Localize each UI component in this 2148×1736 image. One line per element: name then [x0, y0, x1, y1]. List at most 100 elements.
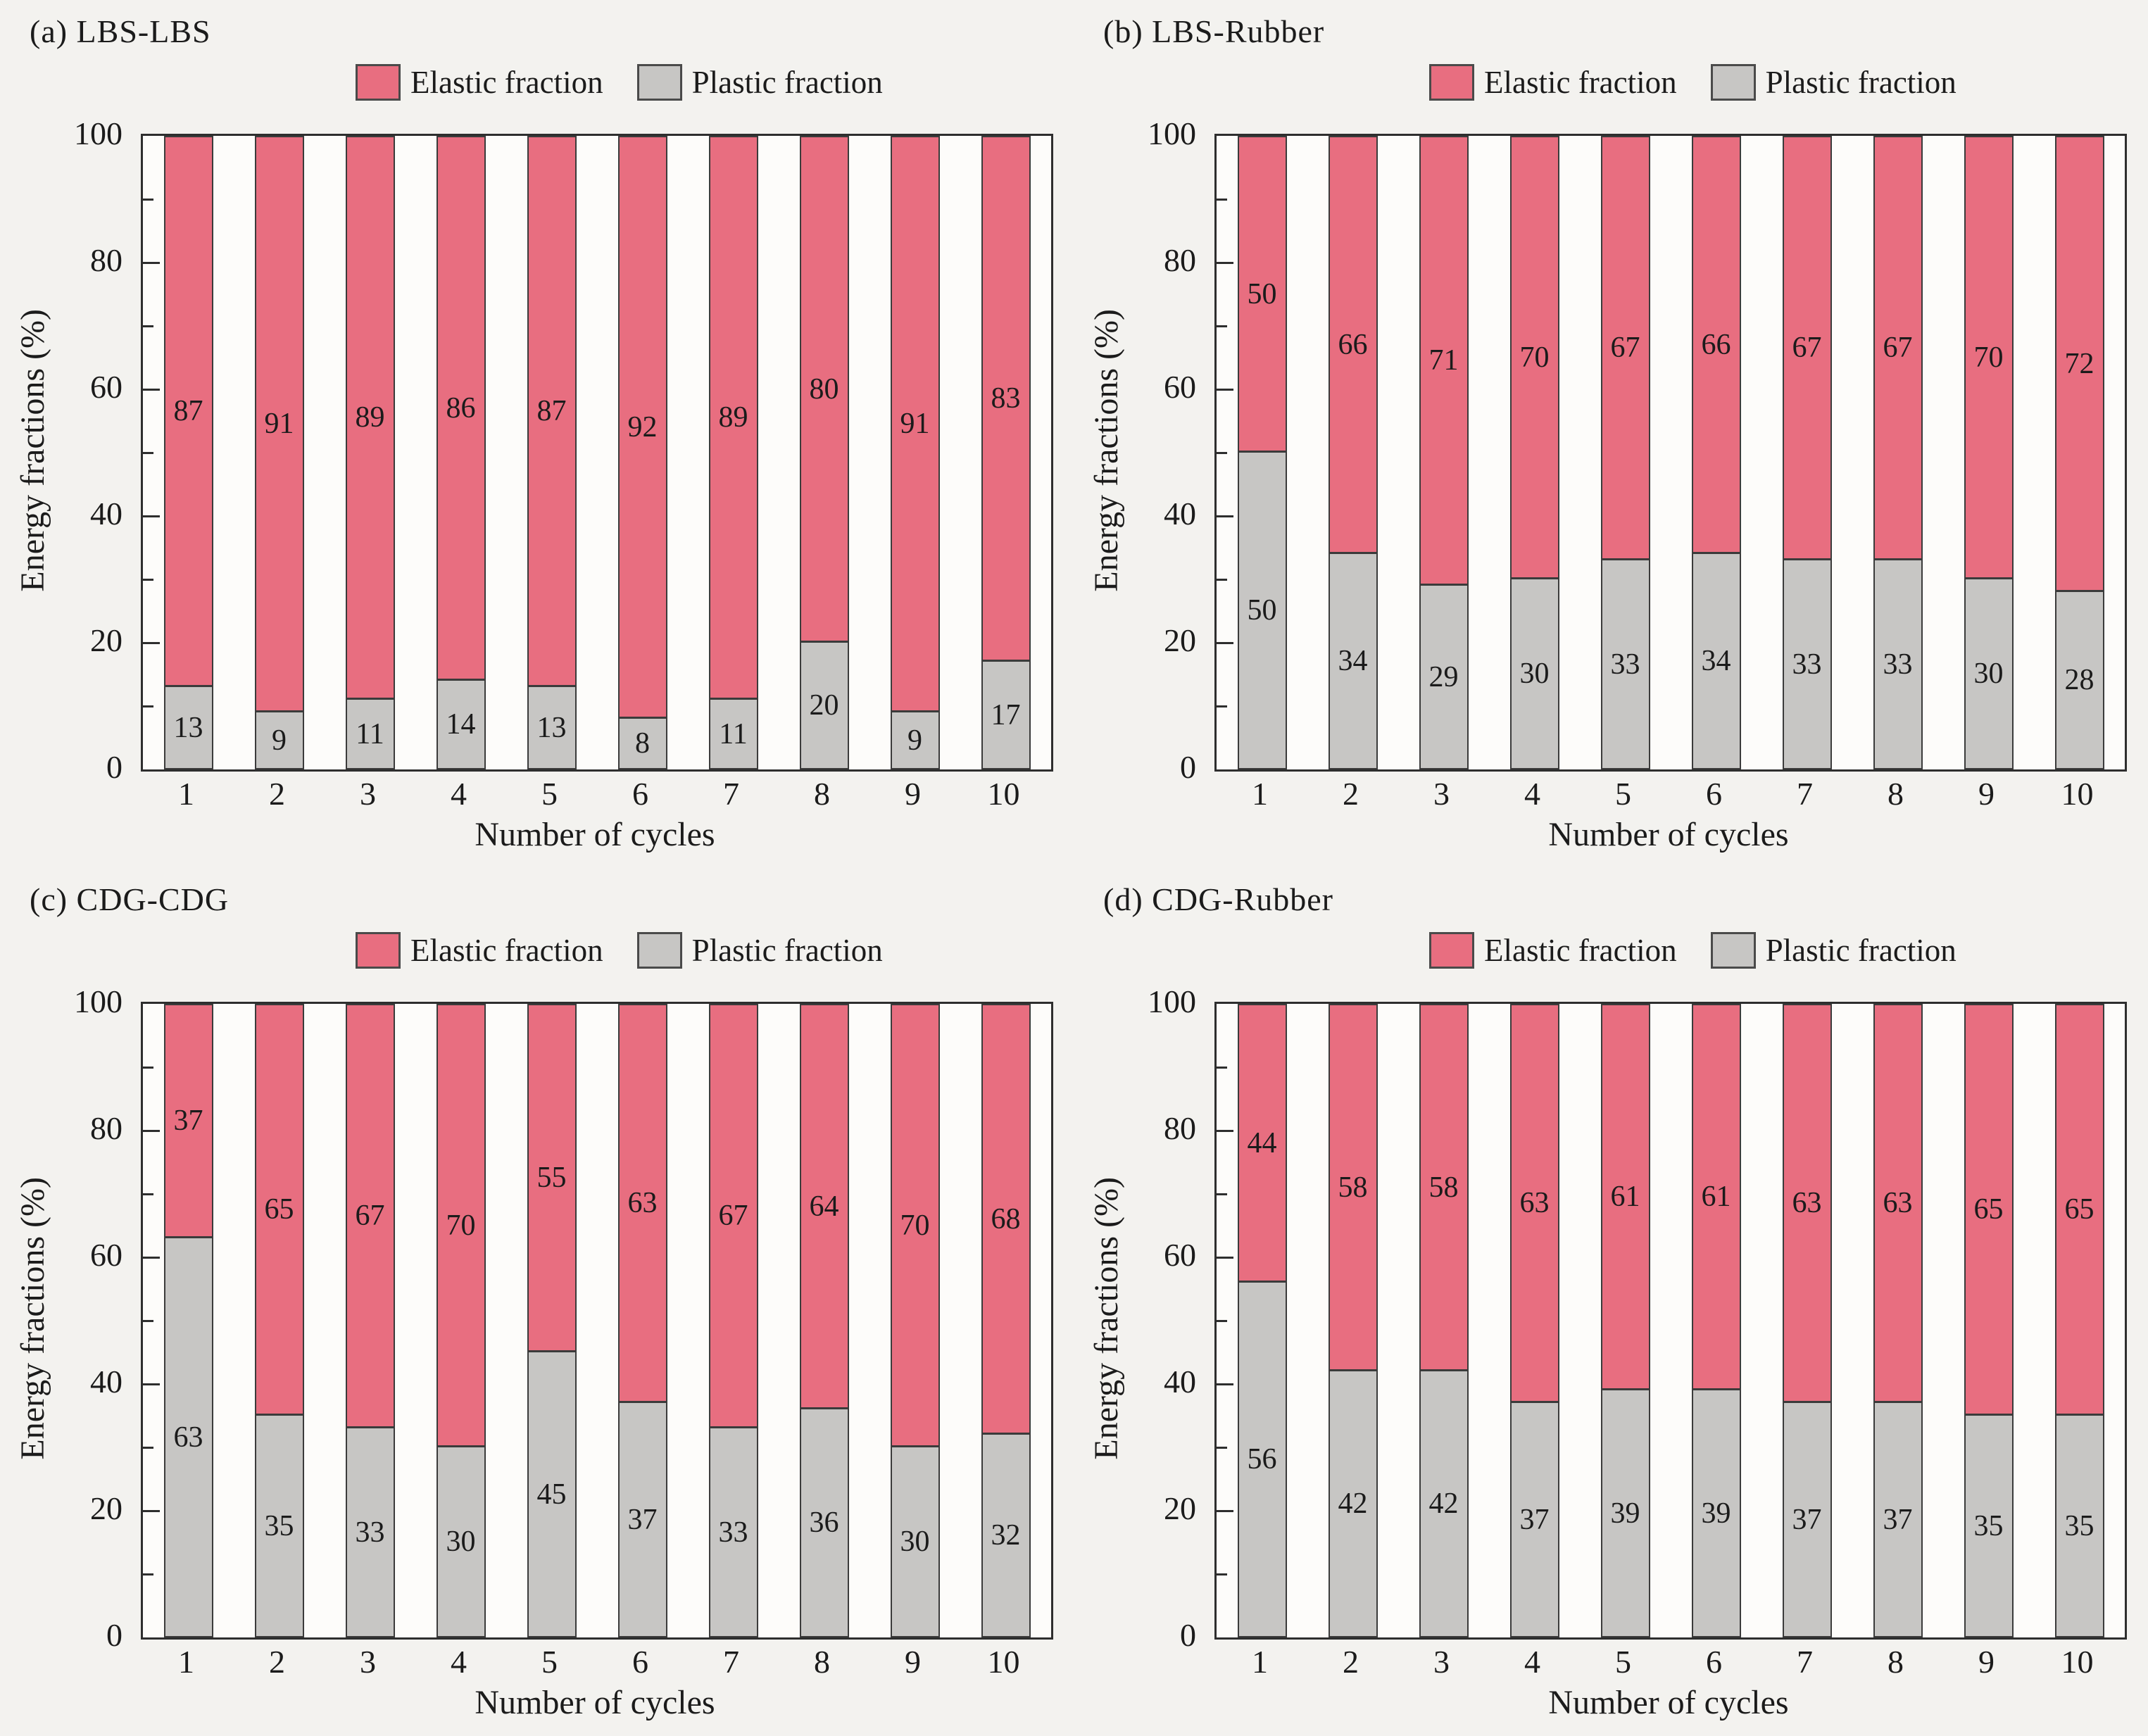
legend-label-plastic: Plastic fraction	[1765, 933, 1957, 968]
legend-swatch-elastic	[356, 64, 401, 101]
elastic-value-label: 44	[1247, 1126, 1277, 1159]
elastic-segment: 65	[2054, 1004, 2104, 1416]
elastic-value-label: 58	[1338, 1171, 1368, 1204]
y-tick-label-40: 40	[90, 1364, 123, 1400]
y-tick-label-100: 100	[74, 115, 123, 151]
x-tick-label-7: 7	[723, 776, 739, 812]
legend-label-elastic: Elastic fraction	[410, 65, 603, 100]
bar-cycle-2: 91 9	[254, 136, 304, 769]
elastic-segment: 70	[1964, 136, 2014, 579]
y-tick-mark-60	[143, 388, 160, 391]
plastic-value-label: 63	[173, 1421, 203, 1454]
legend: Elastic fraction Plastic fraction	[356, 930, 883, 971]
plastic-segment: 42	[1419, 1371, 1469, 1637]
plastic-value-label: 13	[173, 711, 203, 744]
plastic-segment: 14	[436, 681, 486, 769]
elastic-segment: 67	[345, 1004, 395, 1428]
legend-label-plastic: Plastic fraction	[1765, 65, 1957, 100]
elastic-value-label: 66	[1701, 328, 1731, 361]
y-tick-mark-20	[1217, 641, 1233, 644]
plastic-value-label: 35	[2064, 1509, 2094, 1542]
plastic-value-label: 37	[627, 1503, 658, 1536]
y-tick-mark-70	[143, 1193, 153, 1195]
plastic-value-label: 34	[1701, 645, 1731, 677]
plastic-value-label: 37	[1883, 1503, 1913, 1536]
elastic-segment: 58	[1419, 1004, 1469, 1371]
elastic-segment: 37	[163, 1004, 213, 1238]
plastic-value-label: 32	[991, 1519, 1021, 1552]
legend-label-elastic: Elastic fraction	[1484, 933, 1677, 968]
bar-cycle-8: 67 33	[1873, 136, 1923, 769]
elastic-value-label: 91	[264, 408, 294, 440]
elastic-value-label: 61	[1610, 1181, 1640, 1213]
bar-cycle-9: 91 9	[890, 136, 940, 769]
elastic-segment: 83	[981, 136, 1031, 662]
elastic-value-label: 67	[1792, 332, 1822, 364]
x-tick-label-10: 10	[987, 1644, 1020, 1680]
plastic-value-label: 50	[1247, 594, 1277, 627]
x-tick-label-5: 5	[1615, 776, 1631, 812]
elastic-value-label: 67	[1610, 332, 1640, 364]
plastic-segment: 13	[163, 687, 213, 769]
y-tick-mark-90	[143, 198, 153, 201]
y-tick-label-20: 20	[90, 1490, 123, 1526]
plastic-value-label: 30	[900, 1526, 930, 1558]
y-tick-labels: 0 20 40 60 80 100	[1074, 115, 1203, 785]
elastic-value-label: 65	[2064, 1193, 2094, 1226]
x-axis-label: Number of cycles	[1548, 816, 1789, 853]
plastic-value-label: 11	[719, 717, 748, 750]
x-tick-label-10: 10	[987, 776, 1020, 812]
elastic-value-label: 70	[1519, 341, 1550, 374]
x-tick-label-2: 2	[1343, 1644, 1359, 1680]
elastic-segment: 65	[1964, 1004, 2014, 1416]
plastic-segment: 33	[708, 1428, 758, 1637]
elastic-value-label: 66	[1338, 328, 1368, 361]
plastic-segment: 34	[1691, 554, 1741, 769]
elastic-segment: 67	[708, 1004, 758, 1428]
y-tick-mark-20	[1217, 1509, 1233, 1512]
x-tick-label-1: 1	[178, 776, 194, 812]
elastic-value-label: 91	[900, 408, 930, 440]
plastic-segment: 34	[1328, 554, 1378, 769]
y-tick-label-60: 60	[1164, 1237, 1196, 1273]
elastic-segment: 89	[345, 136, 395, 700]
plastic-value-label: 33	[1792, 648, 1822, 681]
plastic-segment: 11	[708, 700, 758, 769]
y-tick-mark-30	[1217, 1446, 1227, 1449]
legend-swatch-elastic	[1429, 64, 1474, 101]
plastic-value-label: 39	[1610, 1497, 1640, 1530]
x-tick-label-9: 9	[905, 776, 921, 812]
elastic-segment: 70	[436, 1004, 486, 1447]
plastic-value-label: 30	[1519, 658, 1550, 690]
elastic-segment: 63	[1509, 1004, 1559, 1403]
y-tick-label-20: 20	[1164, 1490, 1196, 1526]
elastic-segment: 58	[1328, 1004, 1378, 1371]
y-tick-label-40: 40	[90, 496, 123, 532]
legend-swatch-plastic	[1710, 64, 1756, 101]
plastic-segment: 37	[1509, 1403, 1559, 1637]
plastic-segment: 35	[2054, 1416, 2104, 1637]
elastic-value-label: 63	[1883, 1187, 1913, 1219]
y-tick-mark-70	[143, 325, 153, 327]
bar-cycle-6: 92 8	[617, 136, 667, 769]
plastic-value-label: 11	[356, 717, 384, 750]
x-tick-label-8: 8	[1888, 1644, 1904, 1680]
y-tick-mark-70	[1217, 1193, 1227, 1195]
elastic-value-label: 37	[173, 1105, 203, 1137]
elastic-segment: 89	[708, 136, 758, 700]
elastic-value-label: 92	[627, 410, 658, 444]
plastic-value-label: 56	[1247, 1443, 1277, 1476]
x-tick-label-3: 3	[1433, 1644, 1450, 1680]
plastic-segment: 39	[1600, 1390, 1650, 1637]
y-tick-mark-30	[143, 1446, 153, 1449]
plastic-segment: 32	[981, 1435, 1031, 1637]
elastic-segment: 65	[254, 1004, 304, 1416]
bar-cycle-3: 58 42	[1419, 1004, 1469, 1637]
plastic-segment: 35	[1964, 1416, 2014, 1637]
elastic-segment: 92	[617, 136, 667, 719]
panel-b-lbs-rubber: (b) LBS-Rubber Elastic fraction Plastic …	[1074, 0, 2148, 868]
plastic-segment: 35	[254, 1416, 304, 1637]
plastic-value-label: 36	[809, 1507, 839, 1539]
y-tick-label-40: 40	[1164, 496, 1196, 532]
